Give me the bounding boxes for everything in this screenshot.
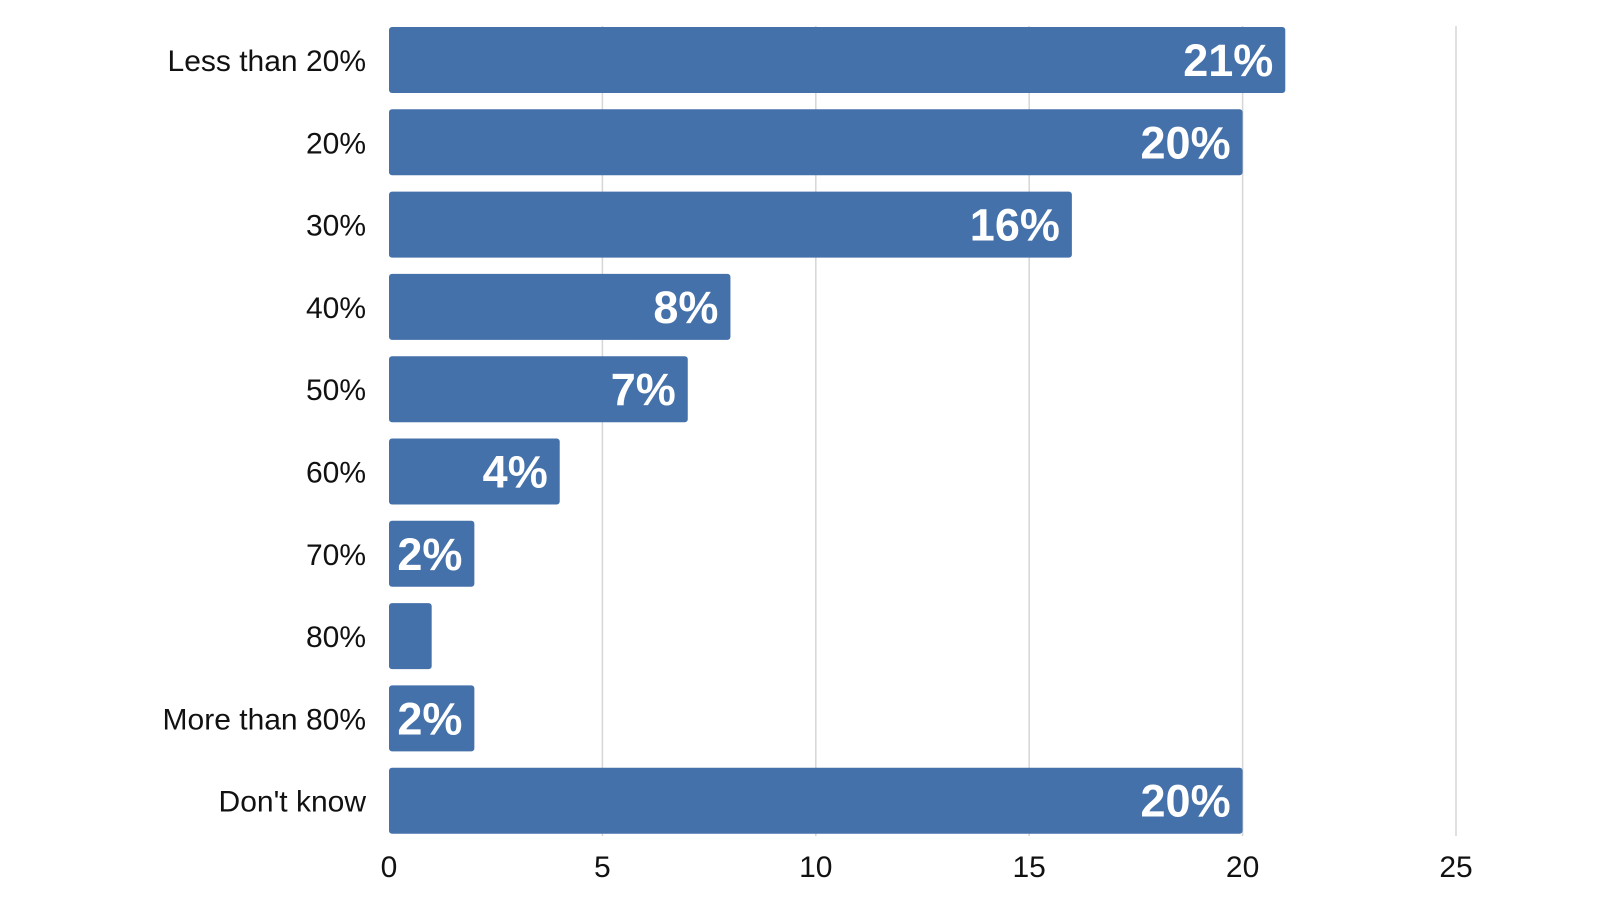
category-label: 30% <box>306 210 366 243</box>
x-axis-ticks: 0 5 10 15 20 25 <box>381 851 1473 884</box>
data-label: 2% <box>397 529 462 580</box>
bar <box>389 109 1243 176</box>
data-label: 7% <box>611 364 676 415</box>
bar <box>389 438 560 505</box>
x-tick-label: 0 <box>381 851 398 884</box>
category-label: 80% <box>306 621 366 654</box>
x-tick-label: 5 <box>594 851 611 884</box>
bar <box>389 356 688 423</box>
category-label: 70% <box>306 539 366 572</box>
data-label: 4% <box>483 447 548 498</box>
x-tick-label: 10 <box>799 851 832 884</box>
category-labels: Less than 20% 20% 30% 40% 50% 60% 70% 80% More t… <box>163 45 367 819</box>
category-label: Don't know <box>219 786 367 819</box>
data-label: 2% <box>397 693 462 744</box>
x-tick-label: 20 <box>1226 851 1259 884</box>
category-label: More than 80% <box>163 703 366 736</box>
x-tick-label: 25 <box>1439 851 1472 884</box>
bars: 21% 20% 16% 8% 7% 4% 2% 2% 20% <box>389 27 1286 834</box>
x-tick-label: 15 <box>1013 851 1046 884</box>
data-label: 20% <box>1141 117 1231 168</box>
category-label: Less than 20% <box>168 45 366 78</box>
data-label: 16% <box>970 200 1060 251</box>
category-label: 60% <box>306 457 366 490</box>
bar <box>389 767 1243 834</box>
bar <box>389 603 432 670</box>
category-label: 50% <box>306 374 366 407</box>
data-label: 8% <box>653 282 718 333</box>
bar <box>389 27 1286 93</box>
data-label: 21% <box>1183 35 1273 86</box>
bar <box>389 191 1072 258</box>
bar <box>389 685 475 752</box>
category-label: 40% <box>306 292 366 325</box>
bar <box>389 520 475 587</box>
category-label: 20% <box>306 127 366 160</box>
bar <box>389 273 731 340</box>
data-label: 20% <box>1141 776 1231 827</box>
